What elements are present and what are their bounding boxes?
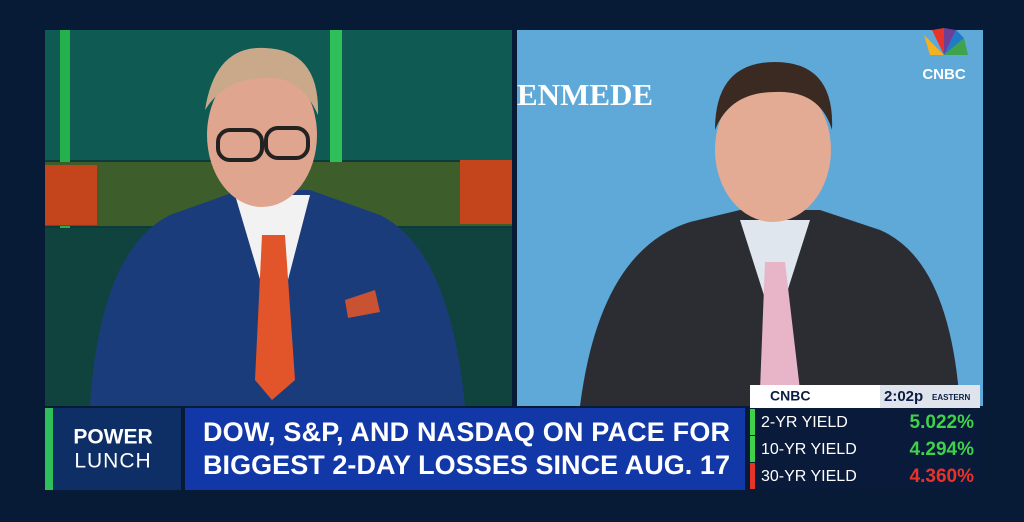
backdrop-text: ENMEDE <box>517 77 653 112</box>
show-accent <box>45 408 53 490</box>
show-title: POWER <box>73 426 152 449</box>
host-panel <box>45 30 512 406</box>
yield-row <box>750 436 980 462</box>
ticker-network: CNBC <box>770 388 810 404</box>
yield-indicator <box>750 409 755 435</box>
guest-panel <box>517 30 983 406</box>
yield-value: 4.294% <box>910 439 975 460</box>
yield-row <box>750 409 980 435</box>
headline-line: BIGGEST 2-DAY LOSSES SINCE AUG. 17 <box>203 450 730 480</box>
yield-indicator <box>750 463 755 489</box>
show-title: LUNCH <box>74 450 151 473</box>
yield-indicator <box>750 436 755 462</box>
headline-line: DOW, S&P, AND NASDAQ ON PACE FOR <box>203 417 730 447</box>
headline-box <box>185 408 745 490</box>
ticker: CNBC 2:02p EASTERN 2-YR YIELD 5.022% 10-YR… <box>750 385 980 489</box>
yield-label: 30-YR YIELD <box>761 468 857 485</box>
network-logo: CNBC <box>922 28 968 83</box>
show-box <box>45 408 181 490</box>
ticker-time: 2:02p <box>884 388 923 405</box>
yield-label: 2-YR YIELD <box>761 414 848 431</box>
ticker-zone: EASTERN <box>932 393 970 402</box>
yield-value: 4.360% <box>910 466 975 487</box>
yield-label: 10-YR YIELD <box>761 441 857 458</box>
yield-value: 5.022% <box>910 412 975 433</box>
logo-text: CNBC <box>922 66 965 83</box>
yield-row <box>750 463 980 489</box>
